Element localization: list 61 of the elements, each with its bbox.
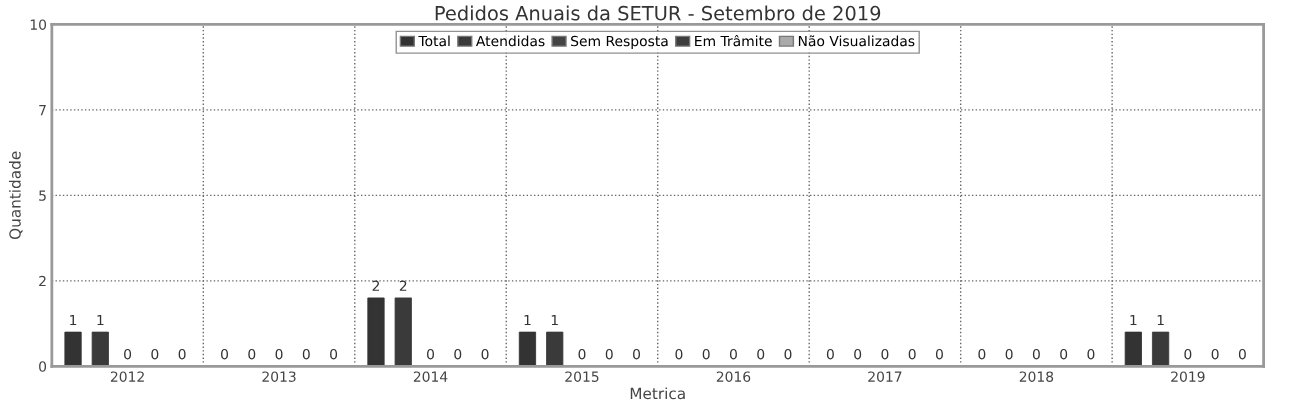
data-label: 0 [275,348,283,360]
data-label: 0 [908,348,916,360]
y-tick-label: 0 [39,361,47,372]
data-label: 0 [151,348,159,360]
data-label: 1 [70,314,77,326]
data-label: 0 [248,348,256,360]
y-tick-label: 2 [39,275,46,287]
data-label: 0 [854,348,862,360]
data-label: 0 [1184,348,1192,360]
x-axis-title: Metrica [630,387,685,400]
y-tick-label: 7 [39,105,46,116]
data-label: 0 [1238,348,1246,360]
data-label: 0 [221,348,229,360]
data-label: 2 [399,280,407,291]
data-label: 0 [178,348,186,360]
chart-title: Pedidos Anuais da SETUR - Setembro de 2019 [435,5,881,21]
data-label: 0 [978,348,986,360]
data-label: 0 [1060,348,1068,360]
x-tick-label: 2013 [262,371,296,382]
data-label: 0 [1087,348,1095,360]
data-label: 1 [551,314,558,326]
y-axis-title: Quantidade [8,151,23,240]
data-label: 1 [1157,314,1164,326]
data-label: 1 [524,314,531,326]
data-label: 2 [372,280,380,291]
y-tick-label: 10 [30,19,47,30]
x-tick-label: 2019 [1171,371,1205,382]
data-label: 0 [481,348,489,360]
data-label: 0 [633,348,641,360]
legend-label: Em Trâmite [695,34,772,47]
data-label: 0 [1005,348,1013,360]
data-label: 0 [330,348,338,360]
data-label: 0 [757,348,765,360]
legend-label: Não Visualizadas [798,35,915,47]
y-tick-label: 5 [39,190,46,201]
data-label: 0 [702,348,710,360]
data-label: 0 [881,348,889,360]
data-label: 0 [427,348,435,360]
data-label: 0 [1032,348,1040,360]
data-label: 0 [578,348,586,360]
data-label: 0 [1211,348,1219,360]
data-label: 0 [935,348,943,360]
data-label: 0 [302,348,310,360]
data-label: 0 [729,348,737,360]
x-tick-label: 2014 [413,371,448,382]
data-label: 0 [605,348,613,360]
x-tick-label: 2016 [716,371,751,382]
data-label: 0 [826,348,834,360]
x-tick-label: 2012 [110,371,144,382]
legend-label: Atendidas [476,35,545,47]
data-label: 0 [124,348,132,360]
x-tick-label: 2018 [1019,371,1054,382]
data-label: 0 [675,348,683,360]
x-tick-label: 2015 [565,371,599,382]
data-label: 0 [784,348,792,360]
x-tick-label: 2017 [868,371,902,382]
legend-label: Sem Resposta [571,35,668,49]
data-label: 1 [1130,314,1137,326]
data-label: 1 [97,314,104,326]
legend-label: Total [418,35,450,47]
data-label: 0 [454,348,462,360]
